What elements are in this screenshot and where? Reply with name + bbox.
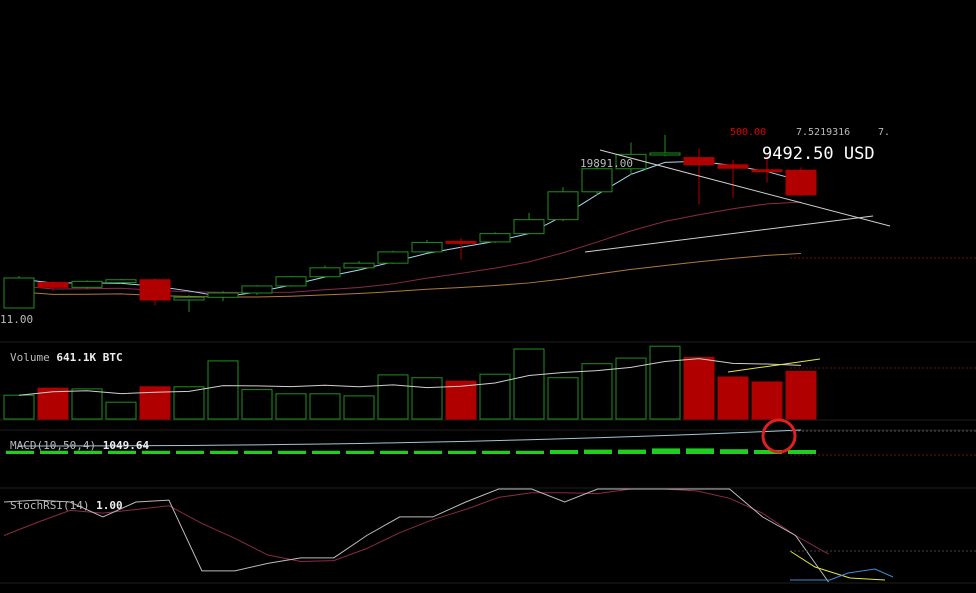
macd-value: 1049.64 [102,439,150,452]
volume-ma-line [18,358,802,396]
candle-body [343,262,375,269]
candle-body [3,277,35,309]
macd-histogram-bar [210,450,238,454]
top-grey-value-1: 7.5219316 [796,127,851,138]
stochrsi-k-line [3,488,829,583]
macd-histogram-bar [278,450,306,454]
macd-histogram-bar [380,450,408,454]
candle-body [105,279,137,284]
candle-body [37,282,69,288]
candle-body [649,152,681,156]
volume-value: 641.1K BTC [56,351,123,364]
volume-bar [207,360,239,420]
volume-title: Volume [10,351,50,364]
candle-body [445,240,477,244]
volume-bar [717,376,749,420]
highlight-circle [761,418,797,454]
volume-bar [649,345,681,420]
macd-histogram-bar [6,450,34,454]
trendline-upper [599,149,891,227]
candle-body [581,168,613,193]
stochrsi-label: StochRSI(14) 1.00 [10,499,123,512]
macd-histogram-bar [584,449,612,454]
volume-bar [3,394,35,420]
volume-label: Volume 641.1K BTC [10,351,123,364]
volume-trend-line [727,358,821,373]
macd-histogram-bar [176,450,204,454]
volume-bar [581,363,613,420]
macd-histogram-bar [448,450,476,454]
candle-body [547,191,579,221]
macd-histogram-bar [550,450,578,454]
macd-histogram-bar [686,448,714,454]
stochrsi-d-line [3,488,829,563]
volume-bar [479,373,511,420]
candle-body [751,169,783,173]
macd-histogram-bar [74,450,102,454]
candle-body [139,279,171,301]
macd-histogram-bar [40,450,68,454]
volume-bar [173,386,205,420]
volume-bar [377,374,409,420]
macd-histogram-bar [244,450,272,454]
top-grey-value-2: 7. [878,127,891,138]
macd-histogram-bar [414,450,442,454]
stochrsi-title: StochRSI(14) [10,499,90,512]
volume-bar [751,381,783,420]
macd-histogram-bar [482,450,510,454]
candle-body [683,157,715,166]
volume-bar [411,377,443,420]
stochrsi-value: 1.00 [96,499,123,512]
candle-body [275,276,307,287]
current-price-label: 9492.50 USD [762,144,875,164]
volume-bar [445,380,477,420]
ma-mid-line [18,201,802,293]
volume-bar [513,348,545,420]
volume-bar [615,357,647,420]
candle-body [785,169,817,196]
macd-histogram-bar [142,450,170,454]
candle-body [71,280,103,288]
top-red-value: 500.00 [730,127,767,138]
volume-bar [37,387,69,420]
candle-body [411,241,443,253]
candle-body [513,219,545,235]
candle-body [377,251,409,264]
trendline-lower [584,215,874,253]
macd-histogram-bar [108,450,136,454]
volume-bar [785,370,817,420]
volume-bar [343,395,375,420]
macd-histogram-bar [312,450,340,454]
volume-bar [71,388,103,420]
macd-histogram-bar [618,449,646,454]
candle-body [479,233,511,243]
candle-body [207,292,239,298]
macd-title: MACD(10,50,4) [10,439,97,452]
volume-bar [241,389,273,420]
macd-histogram-bar [720,449,748,454]
stochrsi-yellow-line [789,550,886,581]
ma-fast-line [18,160,802,298]
candle-body [173,296,205,301]
macd-histogram-bar [346,450,374,454]
volume-bar [547,377,579,420]
macd-line [18,429,802,447]
macd-histogram-bar [754,450,782,454]
volume-bar [683,356,715,420]
macd-histogram-bar [652,448,680,454]
candle-body [309,267,341,278]
low-price-label: 11.00 [0,313,34,326]
macd-histogram-bar [516,450,544,454]
macd-label: MACD(10,50,4) 1049.64 [10,439,149,452]
volume-bar [309,393,341,420]
macd-histogram-bar [788,450,816,454]
candle-body [241,285,273,294]
volume-bar [105,401,137,420]
ma-slow-line [18,252,802,298]
candle-body [717,164,749,169]
stochrsi-blue-line [790,568,894,581]
high-price-label: 19891.00 [580,157,633,170]
volume-bar [275,393,307,420]
